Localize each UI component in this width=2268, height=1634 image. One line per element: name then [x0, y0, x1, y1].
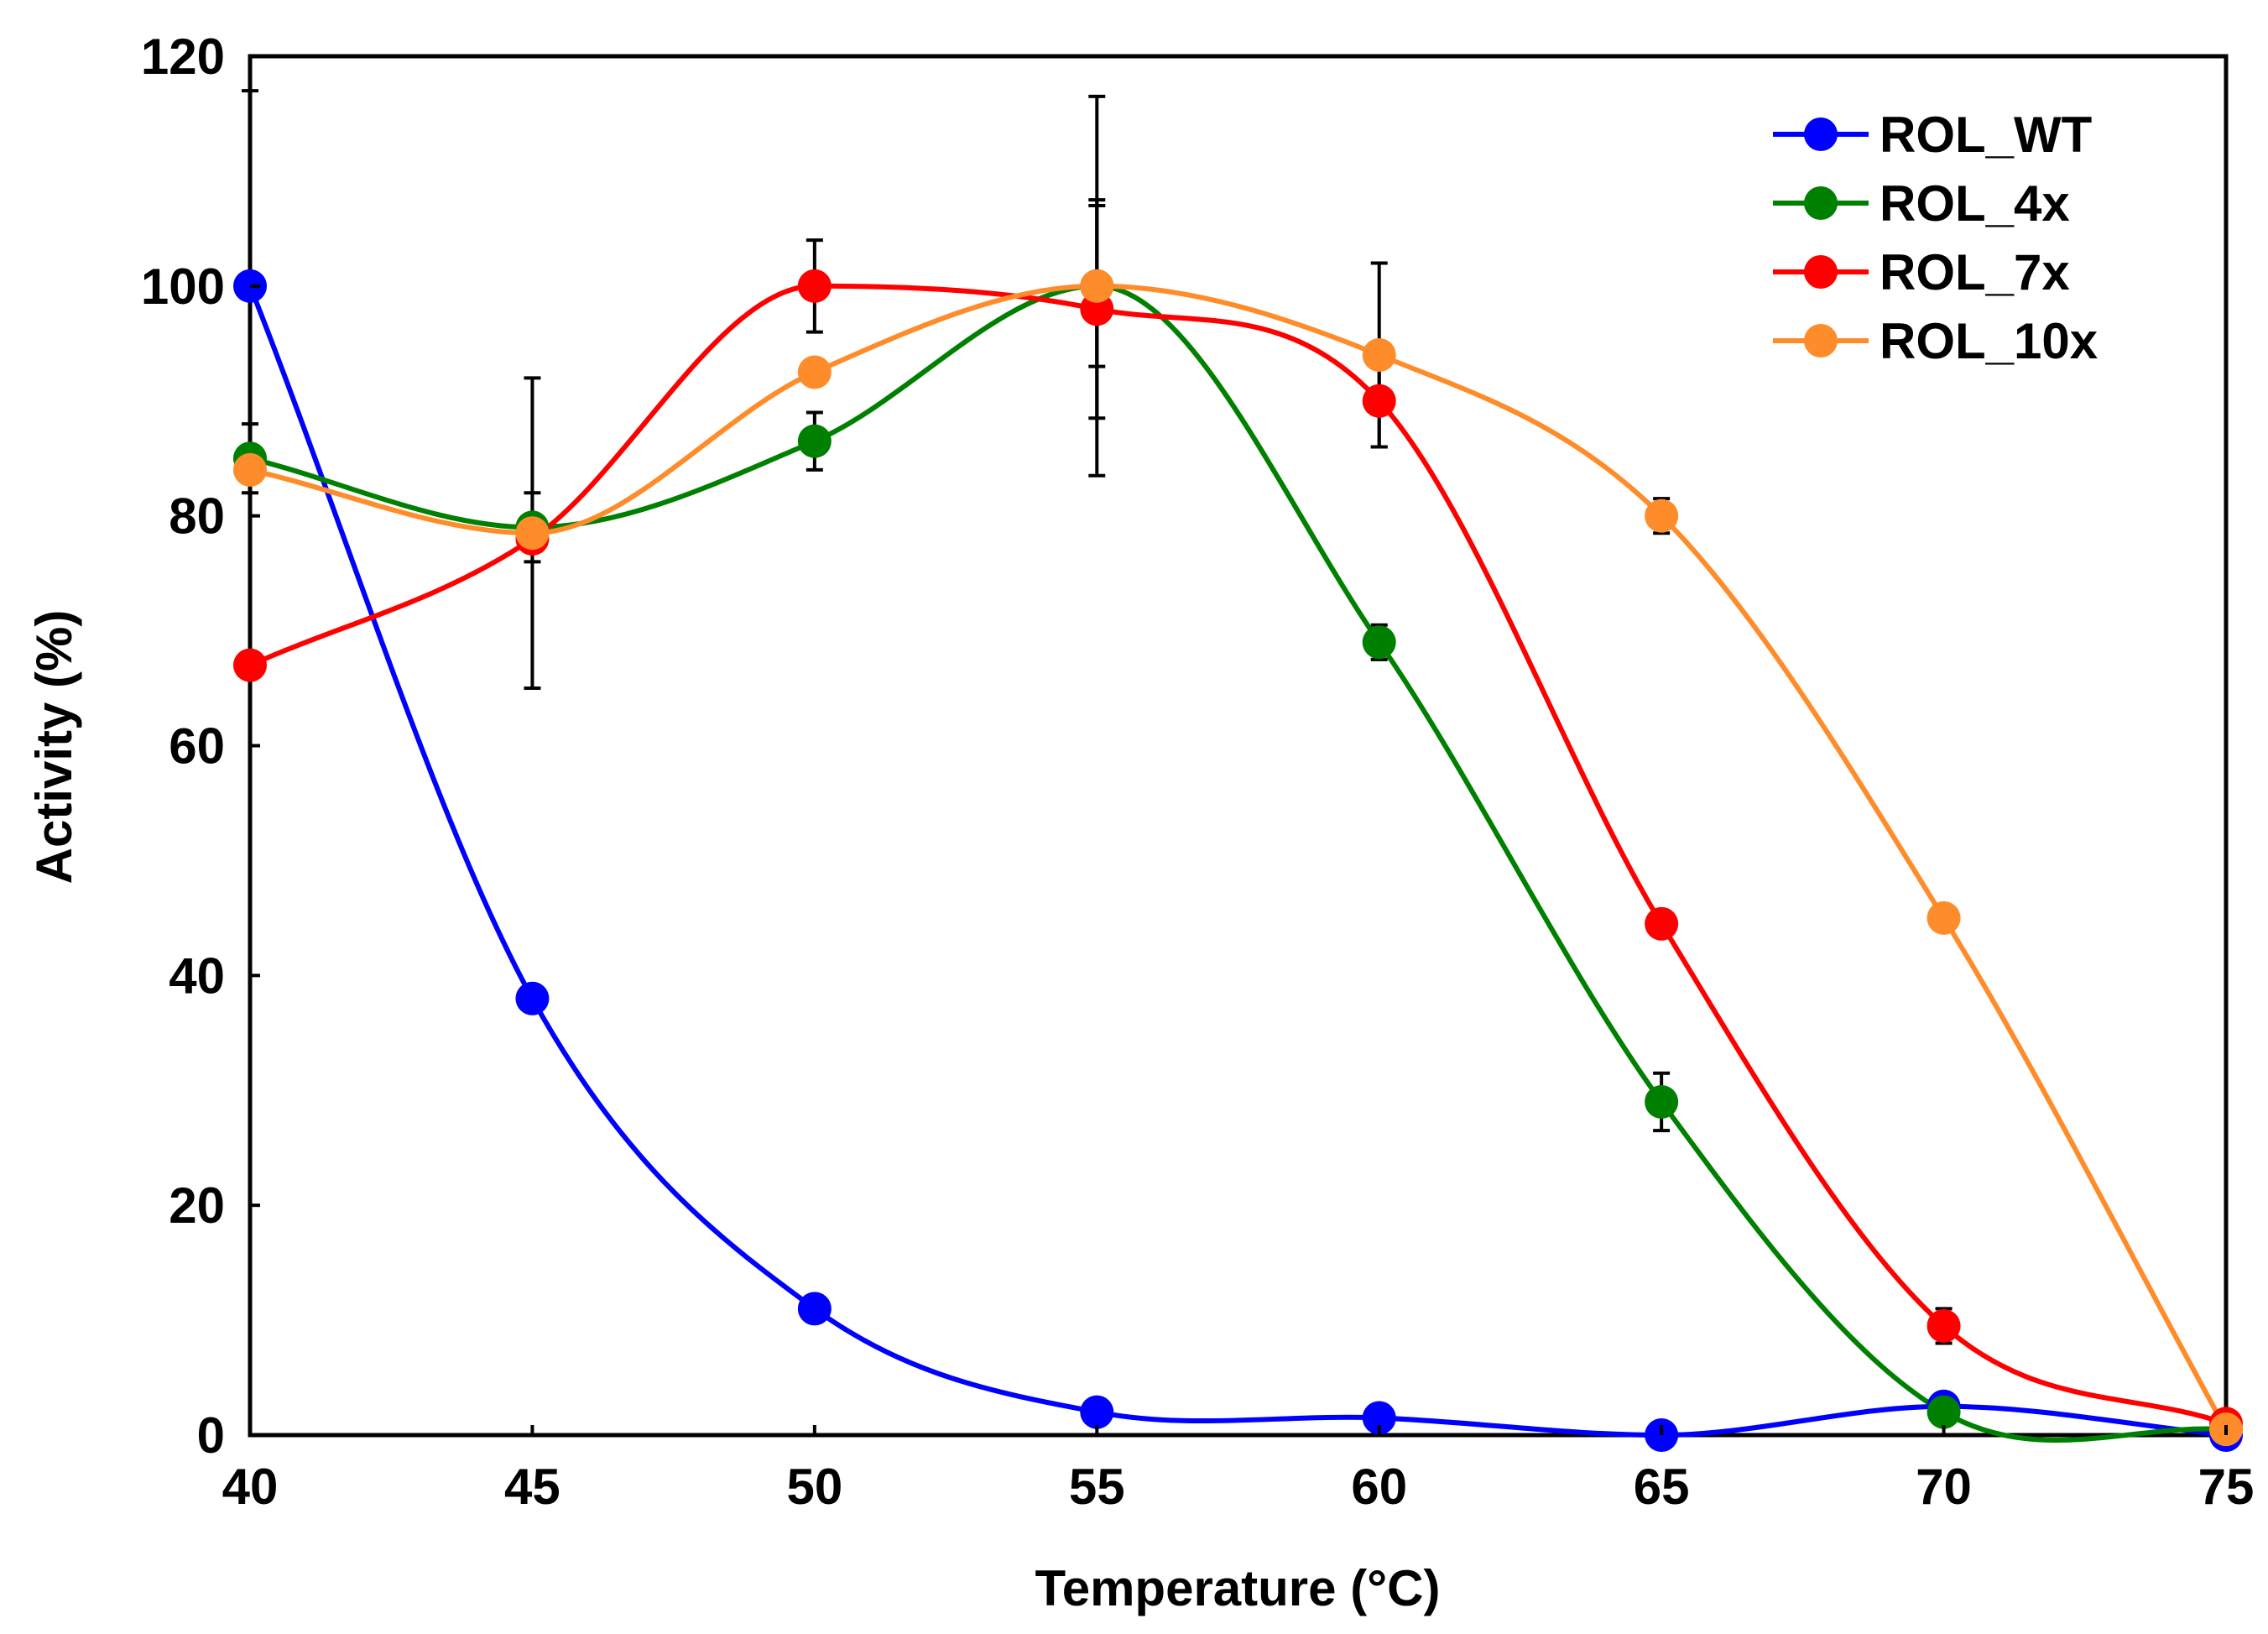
legend-entry: ROL_WT [1773, 107, 2092, 163]
data-point [1926, 1308, 1961, 1343]
legend-marker [1804, 117, 1838, 151]
y-tick-label: 100 [141, 258, 225, 315]
y-tick-label: 60 [169, 718, 225, 775]
data-point [233, 648, 267, 682]
x-tick-label: 65 [1634, 1459, 1690, 1515]
x-tick-label: 75 [2198, 1459, 2255, 1515]
x-tick-label: 40 [222, 1459, 279, 1515]
y-axis-title: Activity (%) [26, 610, 82, 885]
data-point [1080, 292, 1114, 326]
x-axis-title: Temperature (°C) [1035, 1560, 1441, 1616]
x-tick-label: 70 [1916, 1459, 1972, 1515]
legend-marker [1804, 324, 1838, 358]
legend-entry: ROL_10x [1773, 313, 2098, 369]
data-point [515, 516, 550, 551]
x-tick-label: 45 [504, 1459, 560, 1515]
data-point [797, 269, 832, 303]
legend-label: ROL_10x [1880, 313, 2098, 369]
series-line [249, 283, 2229, 1431]
data-point [1362, 1401, 1396, 1435]
y-axis: 0 20 40 60 80 100 120 [141, 29, 260, 1464]
series-line [249, 283, 2227, 1443]
y-tick-label: 20 [169, 1177, 225, 1234]
data-point [797, 424, 832, 458]
data-point [1362, 337, 1396, 372]
x-axis: 40 45 50 55 60 65 70 75 [222, 1425, 2255, 1515]
data-point [1645, 1084, 1679, 1119]
legend-label: ROL_7x [1880, 244, 2070, 300]
data-point [1926, 901, 1961, 935]
legend-marker [1804, 186, 1838, 220]
data-point [1645, 499, 1679, 533]
y-tick-label: 80 [169, 488, 225, 545]
legend: ROL_WT ROL_4x ROL_7x ROL_10x [1773, 107, 2098, 369]
series-line [248, 283, 2227, 1427]
series-layer [233, 89, 2243, 1452]
data-point [1645, 906, 1679, 941]
data-point [1080, 269, 1114, 303]
y-tick-label: 0 [197, 1407, 225, 1464]
data-point [515, 981, 550, 1015]
legend-marker [1804, 255, 1838, 289]
series-line [248, 285, 2227, 1438]
y-tick-label: 120 [141, 29, 225, 85]
data-point [1362, 625, 1396, 660]
data-point [797, 1292, 832, 1326]
data-point [1362, 384, 1396, 418]
x-tick-label: 50 [786, 1459, 842, 1515]
x-tick-label: 55 [1069, 1459, 1125, 1515]
legend-label: ROL_4x [1880, 175, 2070, 232]
legend-entry: ROL_7x [1773, 244, 2070, 300]
y-tick-label: 40 [169, 948, 225, 1004]
data-point [797, 355, 832, 389]
legend-entry: ROL_4x [1773, 175, 2070, 232]
data-point [1080, 1395, 1114, 1429]
legend-label: ROL_WT [1880, 107, 2092, 163]
x-tick-label: 60 [1351, 1459, 1407, 1515]
data-point [233, 452, 267, 487]
data-point [1926, 1395, 1961, 1429]
